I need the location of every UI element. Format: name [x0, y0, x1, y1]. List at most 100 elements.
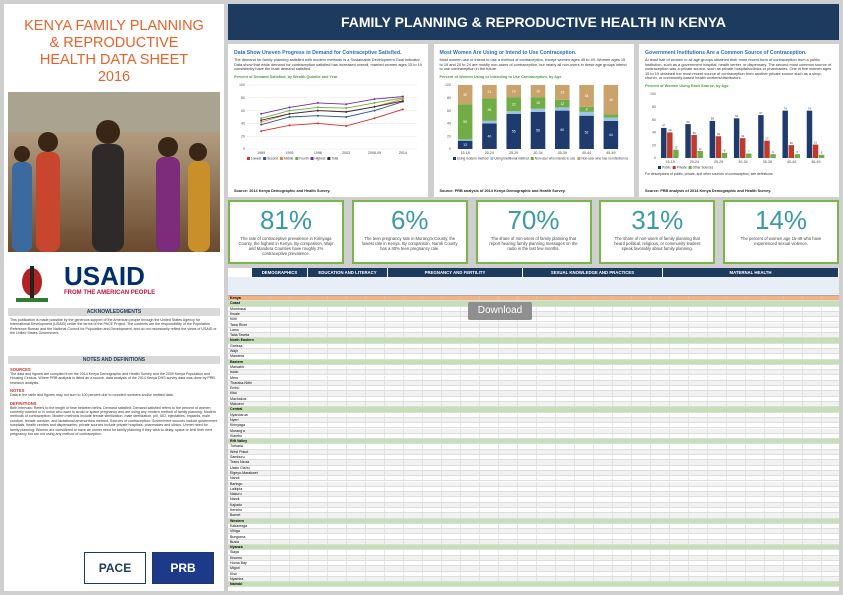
row-label: Kericho	[230, 508, 243, 512]
table-row: Nyamira	[228, 576, 839, 583]
row-label: Western	[230, 518, 245, 523]
panel-text: At least half of women in all age groups…	[645, 57, 832, 81]
legend-swatch	[310, 156, 314, 160]
table-row: Uasin Gishu	[228, 465, 839, 471]
line-point	[260, 129, 263, 132]
row-label: Bungoma	[230, 534, 246, 539]
legend-label: Middle	[284, 156, 294, 160]
table-row: Murang'a	[228, 428, 839, 434]
row-cells	[252, 407, 839, 412]
acknowledgments-text: This publication is made possible by the…	[10, 318, 217, 336]
legend-swatch	[295, 156, 299, 160]
row-label: Kwale	[230, 311, 240, 316]
x-tick-label: 35-39	[763, 160, 772, 164]
bar-segment	[505, 113, 521, 149]
data-label: 34	[584, 94, 588, 98]
data-label: 27	[765, 136, 769, 140]
table-row: Nairobi	[228, 582, 839, 588]
panel-heading: Government Institutions Are a Common Sou…	[645, 50, 807, 56]
row-cells	[252, 529, 839, 534]
line-point	[401, 95, 404, 98]
x-tick-label: 45-49	[811, 160, 820, 164]
row-cells	[252, 571, 839, 576]
partner-logos: PACE PRB	[84, 552, 220, 588]
bar-segment	[554, 84, 570, 100]
data-label: 58	[536, 128, 540, 132]
table-row: Makueni	[228, 402, 839, 408]
row-cells	[252, 338, 839, 343]
legend-swatch	[672, 165, 676, 169]
table-row: Machakos	[228, 396, 839, 402]
download-button[interactable]: Download	[468, 302, 532, 320]
row-cells	[252, 428, 839, 433]
panel-heading: Data Show Uneven Progress in Demand for …	[234, 50, 402, 56]
table-row: Kisumu	[228, 555, 839, 561]
row-cells	[252, 449, 839, 454]
row-cells	[252, 439, 839, 444]
data-label: 40	[668, 128, 672, 132]
usaid-wordmark: USAID	[64, 261, 145, 291]
line-point	[316, 122, 319, 125]
row-label: Kitui	[230, 391, 237, 396]
table-row: Baringo	[228, 481, 839, 487]
row-cells	[252, 343, 839, 348]
row-label: North Eastern	[230, 338, 254, 343]
table-row: Meru	[228, 375, 839, 381]
line-series	[261, 100, 403, 121]
stat-value: 81%	[259, 205, 313, 235]
line-point	[288, 109, 291, 112]
row-label: Central	[230, 407, 243, 412]
row-cells	[252, 327, 839, 333]
data-label: 19	[511, 89, 515, 93]
y-tick-label: 100	[445, 83, 451, 87]
row-cells	[252, 311, 839, 317]
row-cells	[252, 534, 839, 539]
legend-swatch	[688, 165, 692, 169]
bar-segment	[603, 120, 618, 149]
x-tick-label: 2003	[342, 151, 350, 155]
x-tick-label: 20-24	[484, 151, 493, 155]
row-cells	[252, 455, 839, 460]
y-tick-label: 60	[241, 109, 245, 113]
table-row: Migori	[228, 566, 839, 572]
y-tick-label: 20	[241, 134, 245, 138]
legend-label: Other Sources	[693, 166, 714, 170]
x-tick-label: 15-19	[666, 160, 675, 164]
legend-label: Public	[662, 166, 671, 170]
y-tick-label: 20	[652, 143, 656, 147]
row-cells	[252, 465, 839, 470]
stat-text: The share of non-users of family plannin…	[614, 236, 701, 251]
table-row: Western	[228, 518, 839, 524]
row-label: Busia	[230, 539, 239, 544]
bar	[746, 153, 752, 158]
bar-segment	[481, 123, 497, 149]
row-cells	[252, 470, 839, 476]
chart-note: For descriptions of public, private, and…	[645, 171, 774, 176]
table-row: Kericho	[228, 508, 839, 514]
row-label: Narok	[230, 497, 240, 502]
row-label: Kenya	[230, 296, 241, 300]
panel-text: Most women use or intend to use a method…	[439, 57, 627, 72]
line-point	[401, 108, 404, 111]
bar-segment	[505, 111, 521, 114]
panel: Most Women Are Using or Intend to Use Co…	[433, 44, 634, 197]
table-row: Mombasa	[228, 306, 839, 312]
panel: Data Show Uneven Progress in Demand for …	[228, 44, 428, 197]
row-label: Baringo	[230, 481, 243, 486]
bar	[667, 132, 673, 158]
y-tick-label: 0	[243, 147, 245, 151]
bar-segment	[505, 96, 521, 112]
x-tick-label: 20-24	[690, 160, 699, 164]
data-label: 55	[511, 129, 515, 133]
notes-sections: SOURCES The data and figures are compiled…	[10, 364, 218, 436]
table-row: Trans Nzoia	[228, 460, 839, 466]
sidebar-title: KENYA FAMILY PLANNING & REPRODUCTIVE HEA…	[24, 18, 204, 85]
row-label: Kisumu	[230, 555, 242, 560]
line-point	[288, 106, 291, 109]
row-label: Nyamira	[230, 576, 244, 581]
stat-box: 14% The percent of women age 15-49 who ha…	[723, 200, 839, 264]
row-label: Turkana	[230, 444, 244, 449]
y-tick-label: 40	[652, 131, 656, 135]
row-label: Murang'a	[230, 428, 245, 433]
row-cells	[252, 555, 839, 560]
